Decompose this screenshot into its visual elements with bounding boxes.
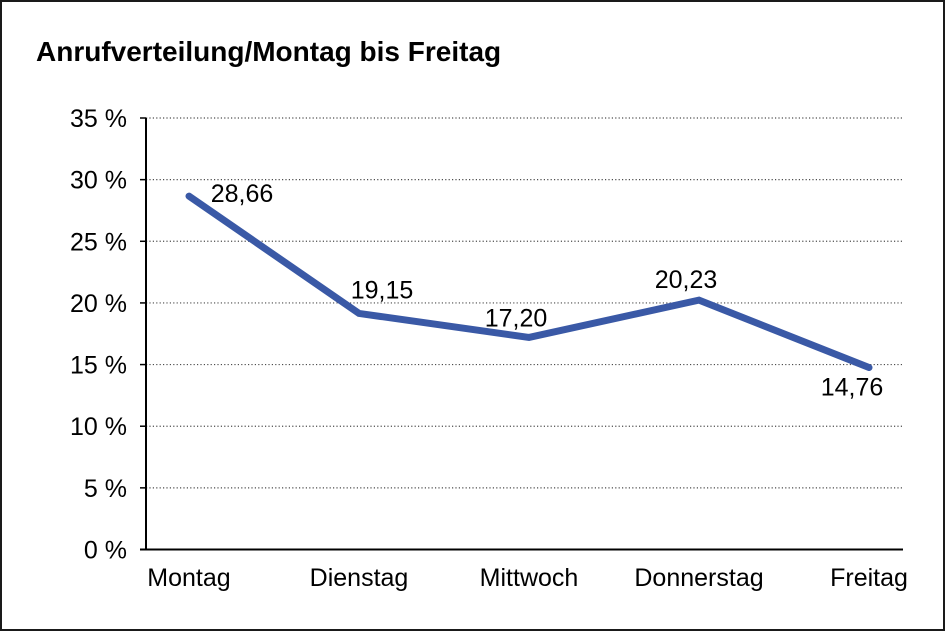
axes-group xyxy=(140,117,903,551)
y-tick-label: 20 % xyxy=(70,290,127,318)
x-tick-label: Dienstag xyxy=(310,564,409,592)
data-point-label: 14,76 xyxy=(821,374,884,402)
x-tick-label: Mittwoch xyxy=(480,564,579,592)
series-group xyxy=(185,192,873,372)
x-tick-label: Donnerstag xyxy=(634,564,763,592)
data-point-label: 28,66 xyxy=(211,180,274,208)
y-tick-label: 10 % xyxy=(70,413,127,441)
data-point-label: 20,23 xyxy=(655,266,718,294)
labels-group: 0 % 5 % 10 % 15 % 20 % 25 % 30 % 35 % Montag Dien… xyxy=(70,105,908,592)
y-tick-label: 30 % xyxy=(70,167,127,195)
y-tick-label: 0 % xyxy=(84,537,127,565)
gridlines-group xyxy=(146,117,903,489)
data-point-label: 19,15 xyxy=(351,276,414,304)
y-tick-label: 35 % xyxy=(70,105,127,133)
chart-title: Anrufverteilung/Montag bis Freitag xyxy=(36,36,501,67)
y-tick-label: 25 % xyxy=(70,228,127,256)
series-line xyxy=(185,192,873,372)
x-tick-label: Freitag xyxy=(830,564,908,592)
y-tick-label: 15 % xyxy=(70,352,127,380)
x-tick-label: Montag xyxy=(147,564,230,592)
y-tick-label: 5 % xyxy=(84,475,127,503)
data-point-label: 17,20 xyxy=(485,304,548,332)
